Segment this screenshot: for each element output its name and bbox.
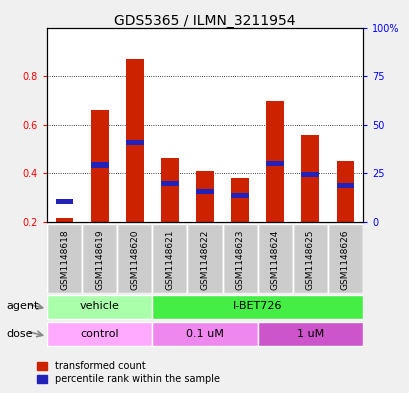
Text: I-BET726: I-BET726 (232, 301, 282, 311)
Text: GSM1148623: GSM1148623 (235, 230, 244, 290)
Bar (91, 162, 108, 167)
Text: vehicle: vehicle (80, 301, 119, 311)
Bar (126, 140, 143, 145)
Text: GDS5365 / ILMN_3211954: GDS5365 / ILMN_3211954 (114, 14, 295, 28)
Text: agent: agent (6, 301, 38, 311)
Bar (82, 224, 117, 293)
Bar (187, 224, 222, 293)
Text: 1 uM: 1 uM (296, 329, 323, 339)
Bar (231, 193, 248, 198)
Bar (161, 181, 178, 186)
Bar (56, 199, 73, 204)
Text: dose: dose (6, 329, 33, 339)
Text: GSM1148624: GSM1148624 (270, 230, 279, 290)
Bar (301, 172, 318, 177)
Bar (301, 135, 318, 222)
Bar (126, 59, 143, 222)
Bar (152, 295, 362, 319)
Text: GSM1148625: GSM1148625 (305, 230, 314, 290)
Legend: transformed count, percentile rank within the sample: transformed count, percentile rank withi… (34, 358, 223, 388)
Text: GSM1148622: GSM1148622 (200, 230, 209, 290)
Bar (152, 322, 257, 347)
Bar (266, 161, 283, 166)
Text: GSM1148618: GSM1148618 (60, 230, 69, 290)
Bar (266, 101, 283, 222)
Bar (292, 224, 327, 293)
Bar (47, 224, 82, 293)
Bar (47, 295, 152, 319)
Bar (196, 171, 213, 222)
Bar (196, 189, 213, 194)
Bar (56, 218, 73, 222)
Bar (222, 224, 257, 293)
Bar (336, 161, 353, 222)
Bar (257, 322, 362, 347)
Text: GSM1148621: GSM1148621 (165, 230, 174, 290)
Text: control: control (80, 329, 119, 339)
Bar (161, 158, 178, 222)
Text: GSM1148620: GSM1148620 (130, 230, 139, 290)
Bar (327, 224, 362, 293)
Text: 0.1 uM: 0.1 uM (186, 329, 223, 339)
Bar (91, 110, 108, 222)
Text: GSM1148626: GSM1148626 (340, 230, 349, 290)
Bar (257, 224, 292, 293)
Bar (231, 178, 248, 222)
Bar (117, 224, 152, 293)
Bar (152, 224, 187, 293)
Bar (336, 183, 353, 188)
Text: GSM1148619: GSM1148619 (95, 230, 104, 290)
Bar (47, 322, 152, 347)
